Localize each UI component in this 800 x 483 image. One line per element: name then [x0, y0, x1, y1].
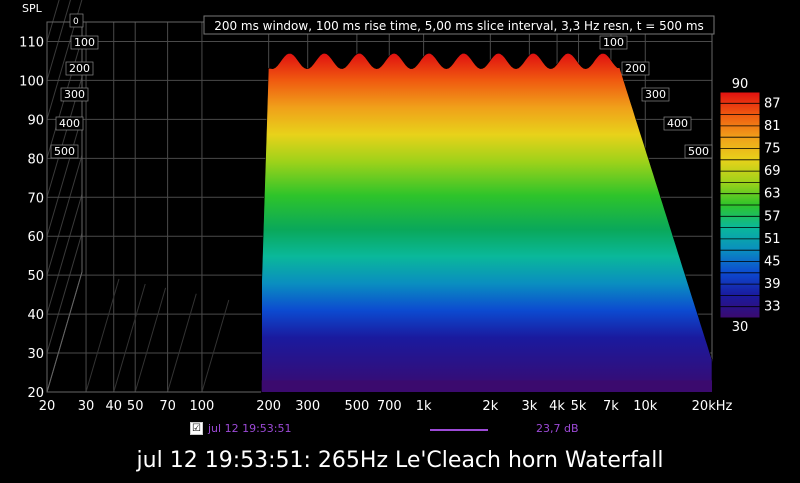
time-tick-box: [641, 87, 670, 102]
time-tick-left: 200: [69, 62, 90, 75]
time-tick-box: [69, 13, 84, 28]
time-tick-box: [55, 116, 84, 131]
time-tick-right: 500: [688, 145, 709, 158]
grid-wall: [46, 193, 83, 315]
x-tick-label: 3k: [521, 399, 537, 414]
x-tick-label: 1k: [416, 399, 432, 414]
x-tick-label: 20: [39, 399, 56, 414]
colorbar-min: 30: [732, 320, 749, 335]
colorbar-tick: 57: [764, 209, 781, 224]
time-tick-box: [684, 144, 713, 159]
colorbar-tick: 69: [764, 164, 781, 179]
x-tick-label: 700: [377, 399, 402, 414]
y-tick-label: 30: [27, 347, 44, 362]
grid-wall: [46, 232, 83, 354]
colorbar: 87 81 75 69 63 57 51 45 39 33 90 30: [719, 77, 781, 335]
time-tick-box: [663, 116, 692, 131]
legend-row: ☑ jul 12 19:53:51 23,7 dB: [0, 421, 800, 439]
x-tick-label: 7k: [603, 399, 619, 414]
grid-wall: [46, 0, 60, 42]
grid-wall: [46, 155, 83, 276]
info-text: 200 ms window, 100 ms rise time, 5,00 ms…: [214, 19, 704, 33]
x-tick-label: 4k: [549, 399, 565, 414]
y-tick-label: 50: [27, 269, 44, 284]
info-box: 200 ms window, 100 ms rise time, 5,00 ms…: [203, 15, 715, 35]
time-tick-right: 400: [667, 117, 688, 130]
colorbar-tick: 33: [764, 300, 781, 315]
y-axis-label: SPL: [22, 2, 43, 15]
grid-floor: [201, 299, 230, 393]
x-tick-label: 20kHz: [692, 399, 733, 414]
y-tick-label: 80: [27, 152, 44, 167]
x-tick-label: 50: [127, 399, 144, 414]
legend-checkbox[interactable]: ☑: [190, 422, 203, 435]
legend-value: 23,7 dB: [536, 422, 579, 435]
wall-edge: [46, 271, 83, 393]
x-tick-label: 5k: [571, 399, 587, 414]
time-tick-left: 0: [73, 17, 79, 27]
colorbar-tick: 51: [764, 232, 781, 247]
grid-floor: [113, 283, 146, 393]
y-tick-label: 60: [27, 230, 44, 245]
colorbar-tick: 87: [764, 96, 781, 111]
legend-name: jul 12 19:53:51: [208, 422, 292, 435]
x-tick-label: 300: [295, 399, 320, 414]
x-tick-label: 100: [190, 399, 215, 414]
time-tick-right: 300: [645, 88, 666, 101]
time-tick-right: 100: [603, 36, 624, 49]
y-tick-label: 40: [27, 308, 44, 323]
colorbar-max: 90: [732, 77, 749, 92]
time-tick-box: [621, 61, 650, 76]
floor-fill: [261, 380, 712, 392]
x-tick-label: 40: [105, 399, 122, 414]
grid-wall: [46, 0, 71, 81]
time-tick-box: [50, 144, 79, 159]
grid-floor: [85, 278, 120, 393]
time-tick-box: [60, 87, 89, 102]
x-tick-label: 10k: [633, 399, 658, 414]
y-tick-label: 20: [27, 386, 44, 401]
time-tick-right: 200: [625, 62, 646, 75]
grid-floor: [134, 287, 167, 393]
colorbar-tick: 63: [764, 187, 781, 202]
x-tick-label: 500: [344, 399, 369, 414]
colorbar-tick: 75: [764, 142, 781, 157]
time-tick-box: [599, 35, 628, 50]
colorbar-tick: 39: [764, 277, 781, 292]
y-tick-label: 110: [19, 35, 44, 50]
time-tick-left: 300: [64, 88, 85, 101]
chart-title: jul 12 19:53:51: 265Hz Le'Cleach horn Wa…: [136, 448, 664, 473]
time-tick-left: 100: [74, 36, 95, 49]
time-tick-box: [70, 35, 99, 50]
x-tick-label: 200: [256, 399, 281, 414]
colorbar-tick: 45: [764, 255, 781, 270]
time-tick-left: 400: [59, 117, 80, 130]
y-tick-label: 70: [27, 191, 44, 206]
slice: [261, 52, 713, 393]
x-tick-label: 2k: [482, 399, 498, 414]
y-tick-label: 100: [19, 74, 44, 89]
legend-swatch: [430, 429, 488, 431]
grid-wall: [46, 116, 83, 237]
time-tick-box: [65, 61, 94, 76]
colorbar-tick: 81: [764, 119, 781, 134]
x-tick-label: 70: [159, 399, 176, 414]
y-tick-label: 90: [27, 113, 44, 128]
grid-floor: [167, 293, 197, 393]
x-tick-label: 30: [78, 399, 95, 414]
waterfall-surface: [261, 52, 713, 393]
time-tick-left: 500: [54, 145, 75, 158]
